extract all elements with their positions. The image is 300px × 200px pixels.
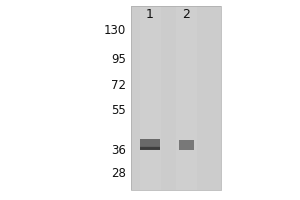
Bar [176, 6, 197, 190]
Text: 72: 72 [111, 79, 126, 92]
Text: 130: 130 [104, 24, 126, 37]
Text: 2: 2 [182, 8, 190, 21]
Bar [140, 147, 160, 150]
Text: 95: 95 [111, 53, 126, 66]
Bar [178, 140, 194, 150]
Text: 36: 36 [111, 144, 126, 157]
Bar [140, 147, 160, 150]
Text: 55: 55 [111, 104, 126, 117]
Text: 28: 28 [111, 167, 126, 180]
Bar [130, 6, 220, 190]
Text: 1: 1 [146, 8, 154, 21]
Bar [140, 146, 160, 149]
Bar [130, 6, 220, 190]
Bar [140, 146, 160, 149]
Bar [140, 139, 160, 150]
Bar [140, 148, 160, 150]
Bar [140, 148, 160, 150]
Bar [140, 147, 160, 150]
Bar [140, 6, 160, 190]
Bar [140, 147, 160, 149]
